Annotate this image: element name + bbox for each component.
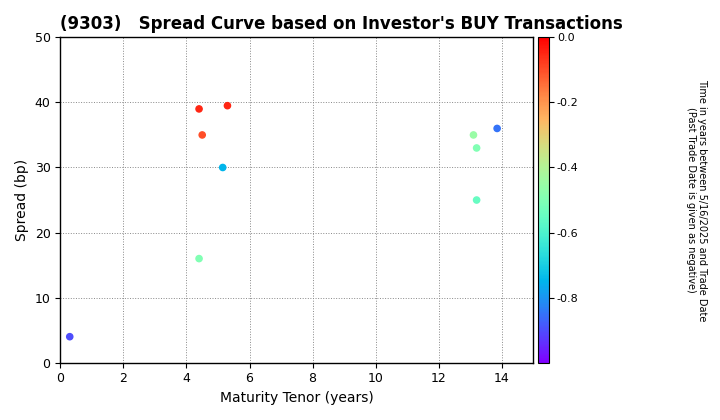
Point: [468, 131, 480, 138]
X-axis label: Maturity Tenor (years): Maturity Tenor (years): [220, 391, 374, 405]
Point: [197, 131, 208, 138]
Point: [491, 125, 503, 132]
Y-axis label: Time in years between 5/16/2025 and Trade Date
(Past Trade Date is given as nega: Time in years between 5/16/2025 and Trad…: [686, 79, 708, 321]
Point: [64, 333, 76, 340]
Point: [222, 102, 233, 109]
Point: [193, 105, 204, 112]
Y-axis label: Spread (bp): Spread (bp): [15, 159, 29, 241]
Point: [217, 164, 228, 171]
Point: [471, 144, 482, 151]
Point: [193, 255, 204, 262]
Text: (9303)   Spread Curve based on Investor's BUY Transactions: (9303) Spread Curve based on Investor's …: [60, 15, 623, 33]
Point: [471, 197, 482, 203]
